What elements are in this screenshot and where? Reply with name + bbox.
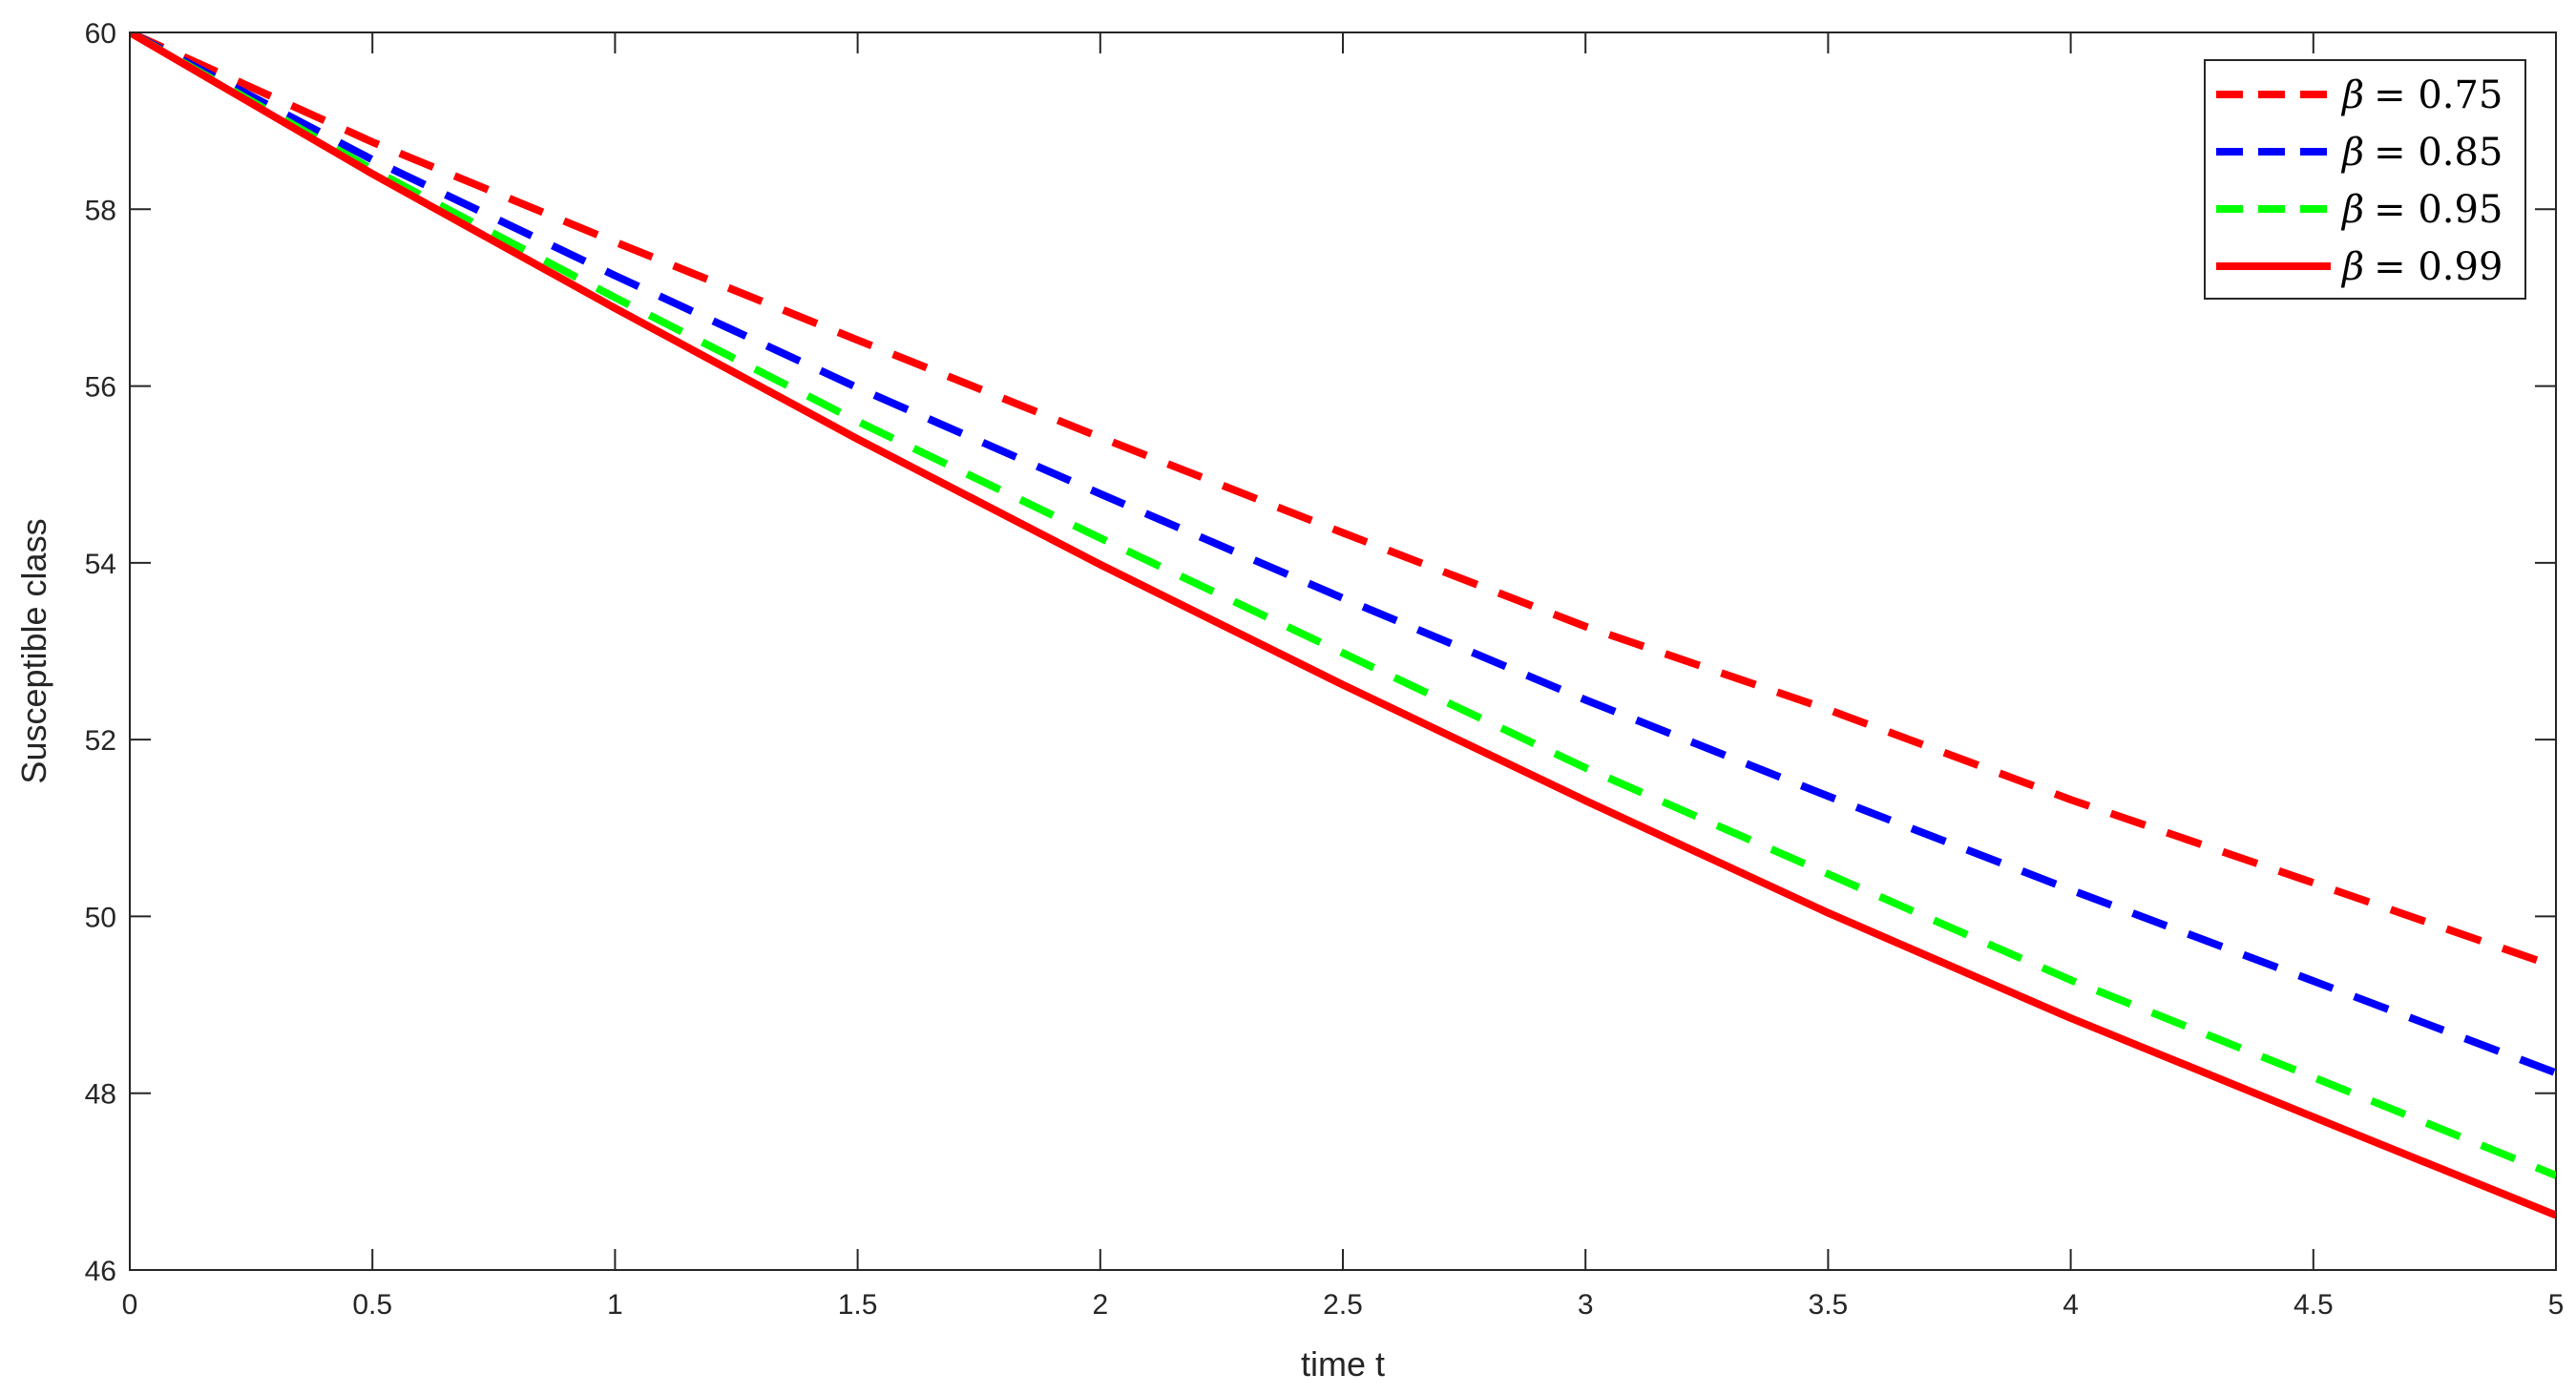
- legend-entry-label: β = 0.85: [2340, 131, 2503, 175]
- legend-entry-label: β = 0.99: [2340, 245, 2503, 289]
- y-tick-label: 60: [85, 18, 116, 50]
- series-line-1: [130, 32, 2556, 970]
- series-line-2: [130, 32, 2556, 1077]
- y-tick-label: 50: [85, 902, 116, 933]
- tick-layer: 0 0.5 1 1.5 2 2.5 3 3.5 4 4.5 5 46 48 50 52 54 56 58 60: [85, 18, 2565, 1321]
- x-tick-label: 2.5: [1323, 1289, 1363, 1321]
- x-tick-label: 4: [2063, 1289, 2079, 1321]
- legend-beta-symbol: β: [2340, 131, 2364, 175]
- x-tick-label: 3.5: [1809, 1289, 1849, 1321]
- legend-beta-symbol: β: [2340, 73, 2364, 117]
- x-tick-label: 4.5: [2293, 1289, 2334, 1321]
- x-tick-label: 3: [1578, 1289, 1594, 1321]
- legend-value: = 0.95: [2374, 188, 2503, 232]
- x-tick-label: 0.5: [352, 1289, 392, 1321]
- legend-beta-symbol: β: [2340, 245, 2364, 289]
- y-axis-label: Susceptible class: [14, 518, 53, 783]
- legend-entry-label: β = 0.75: [2340, 73, 2503, 117]
- legend-box: [2204, 59, 2526, 300]
- legend: β = 0.75β = 0.85β = 0.95β = 0.99: [2204, 59, 2526, 300]
- series-line-4: [130, 32, 2556, 1219]
- series-line-3: [130, 32, 2556, 1179]
- y-tick-label: 56: [85, 372, 116, 404]
- x-tick-label: 0: [122, 1289, 138, 1321]
- legend-entry-label: β = 0.95: [2340, 188, 2503, 232]
- x-tick-label: 2: [1092, 1289, 1108, 1321]
- y-tick-label: 52: [85, 725, 116, 757]
- legend-value: = 0.75: [2374, 73, 2503, 117]
- x-tick-label: 1.5: [838, 1289, 878, 1321]
- y-tick-label: 48: [85, 1079, 116, 1111]
- x-axis-label: time t: [1301, 1344, 1385, 1384]
- legend-value: = 0.85: [2374, 131, 2503, 175]
- series-layer: [130, 32, 2556, 1219]
- legend-value: = 0.99: [2374, 245, 2503, 289]
- legend-beta-symbol: β: [2340, 188, 2364, 232]
- x-tick-label: 5: [2548, 1289, 2565, 1321]
- x-tick-label: 1: [607, 1289, 623, 1321]
- y-tick-label: 54: [85, 549, 116, 580]
- y-tick-label: 46: [85, 1256, 116, 1287]
- y-tick-label: 58: [85, 195, 116, 226]
